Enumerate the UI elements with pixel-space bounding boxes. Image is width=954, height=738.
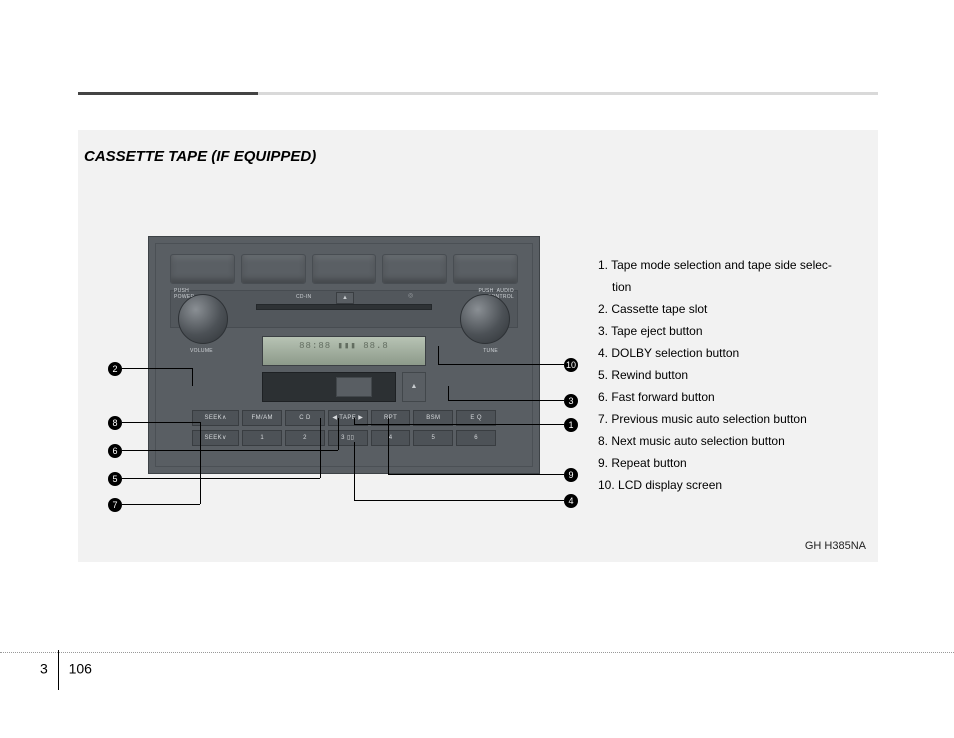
top-preset-row [170, 254, 518, 284]
lead-3v [448, 386, 449, 400]
lead-9v [388, 418, 389, 474]
header-rule-dark [78, 92, 258, 95]
lead-6v [338, 418, 339, 450]
callout-6: 6 [108, 444, 122, 458]
disc-icon: ◎ [408, 292, 428, 302]
page-num: 106 [69, 661, 92, 677]
cd-slot [256, 304, 432, 310]
preset-6-button: 6 [456, 430, 496, 446]
tune-knob [460, 294, 510, 344]
callout-4: 4 [564, 494, 578, 508]
lead-2h [122, 368, 192, 369]
cd-button: C D [285, 410, 325, 426]
lead-1h [354, 424, 564, 425]
legend-list: 1. Tape mode selection and tape side sel… [598, 254, 858, 496]
lead-6h [122, 450, 338, 451]
manual-page: CASSETTE TAPE (IF EQUIPPED) 1. Tape mode… [0, 0, 954, 738]
callout-9: 9 [564, 468, 578, 482]
label-tune: TUNE [483, 348, 498, 354]
lead-8v [200, 422, 201, 442]
figure-panel: CASSETTE TAPE (IF EQUIPPED) 1. Tape mode… [78, 130, 878, 562]
legend-item-2: 2. Cassette tape slot [598, 298, 858, 320]
lead-5v [320, 418, 321, 478]
figure-code: GH H385NA [805, 540, 866, 552]
button-row-2: SEEK∨ 1 2 3 ▯▯ 4 5 6 [192, 430, 496, 446]
preset-4-button: 4 [371, 430, 411, 446]
callout-3: 3 [564, 394, 578, 408]
page-number: 3 106 [40, 650, 92, 690]
legend-item-3: 3. Tape eject button [598, 320, 858, 342]
legend-item-7: 7. Previous music auto selection button [598, 408, 858, 430]
fm-am-button: FM/AM [242, 410, 282, 426]
top-blank-button [170, 254, 235, 284]
callout-1: 1 [564, 418, 578, 432]
preset-2-button: 2 [285, 430, 325, 446]
lcd-segments: 88:88 ▮▮▮ 88.8 [263, 341, 425, 361]
lead-7v [200, 442, 201, 504]
lead-1v [354, 418, 355, 424]
preset-5-button: 5 [413, 430, 453, 446]
callout-2: 2 [108, 362, 122, 376]
legend-item-1a: 1. Tape mode selection and tape side sel… [598, 254, 858, 276]
lead-7h [122, 504, 200, 505]
callout-10: 10 [564, 358, 578, 372]
legend-item-9: 9. Repeat button [598, 452, 858, 474]
lcd-display: 88:88 ▮▮▮ 88.8 [262, 336, 426, 366]
top-blank-button [241, 254, 306, 284]
lead-4h [354, 500, 564, 501]
unit-bezel: PUSH POWER CD-IN PUSH AUDIO CONTROL VOLU… [155, 243, 533, 467]
lead-4v [354, 442, 355, 500]
preset-3-button: 3 ▯▯ [328, 430, 368, 446]
section-title: CASSETTE TAPE (IF EQUIPPED) [84, 148, 316, 166]
legend-item-10: 10. LCD display screen [598, 474, 858, 496]
footer-dotted-rule [0, 652, 954, 653]
top-blank-button [382, 254, 447, 284]
tape-row: ▲ [262, 372, 426, 402]
lead-2v [192, 368, 193, 386]
label-volume: VOLUME [190, 348, 213, 354]
lead-3h [448, 400, 564, 401]
cd-eject-button: ▲ [336, 292, 354, 304]
legend-item-6: 6. Fast forward button [598, 386, 858, 408]
lead-8h [122, 422, 200, 423]
callout-7: 7 [108, 498, 122, 512]
callout-5: 5 [108, 472, 122, 486]
volume-knob [178, 294, 228, 344]
lead-10v [438, 346, 439, 364]
legend-item-8: 8. Next music auto selection button [598, 430, 858, 452]
top-blank-button [312, 254, 377, 284]
callout-8: 8 [108, 416, 122, 430]
preset-1-button: 1 [242, 430, 282, 446]
lead-9h [388, 474, 564, 475]
page-section: 3 [40, 661, 48, 677]
radio-unit: PUSH POWER CD-IN PUSH AUDIO CONTROL VOLU… [148, 236, 540, 474]
label-cd-in: CD-IN [296, 294, 311, 300]
legend-item-1b: tion [598, 276, 858, 298]
legend-item-4: 4. DOLBY selection button [598, 342, 858, 364]
tape-eject-button: ▲ [402, 372, 426, 402]
lead-10h [438, 364, 564, 365]
legend-item-5: 5. Rewind button [598, 364, 858, 386]
page-sep [58, 650, 59, 690]
lead-5h [122, 478, 320, 479]
title-text: CASSETTE TAPE (IF EQUIPPED) [84, 148, 316, 165]
top-blank-button [453, 254, 518, 284]
cassette-slot [262, 372, 396, 402]
